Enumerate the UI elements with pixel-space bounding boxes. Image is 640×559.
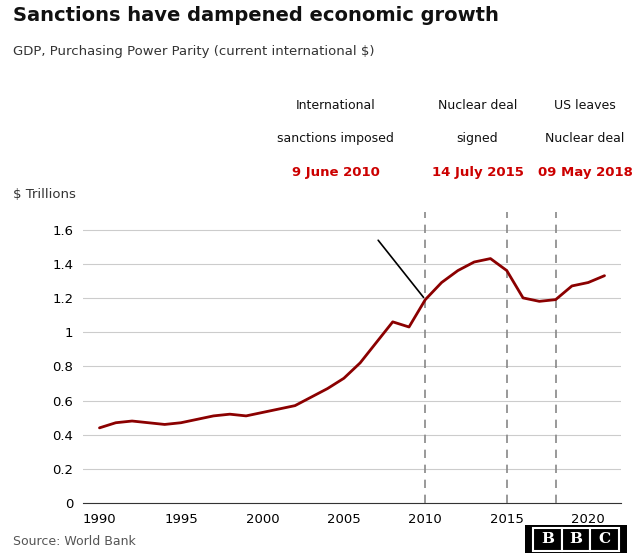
Text: 9 June 2010: 9 June 2010 bbox=[292, 166, 380, 179]
Text: 09 May 2018: 09 May 2018 bbox=[538, 166, 632, 179]
Text: sanctions imposed: sanctions imposed bbox=[277, 132, 394, 145]
Text: Source: World Bank: Source: World Bank bbox=[13, 535, 136, 548]
Text: GDP, Purchasing Power Parity (current international $): GDP, Purchasing Power Parity (current in… bbox=[13, 45, 374, 58]
Text: signed: signed bbox=[456, 132, 499, 145]
Text: C: C bbox=[598, 532, 611, 547]
FancyBboxPatch shape bbox=[533, 528, 562, 551]
Text: US leaves: US leaves bbox=[554, 99, 616, 112]
Text: International: International bbox=[296, 99, 376, 112]
Text: $ Trillions: $ Trillions bbox=[13, 188, 76, 201]
FancyBboxPatch shape bbox=[590, 528, 619, 551]
Text: Nuclear deal: Nuclear deal bbox=[545, 132, 625, 145]
Text: Sanctions have dampened economic growth: Sanctions have dampened economic growth bbox=[13, 6, 499, 25]
Text: Nuclear deal: Nuclear deal bbox=[438, 99, 517, 112]
Text: B: B bbox=[541, 532, 554, 547]
FancyBboxPatch shape bbox=[562, 528, 590, 551]
Text: 14 July 2015: 14 July 2015 bbox=[431, 166, 524, 179]
Text: B: B bbox=[570, 532, 582, 547]
